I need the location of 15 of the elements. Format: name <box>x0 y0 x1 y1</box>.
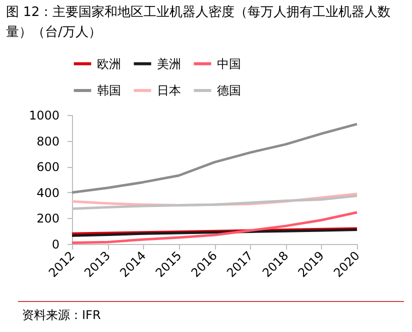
y-tick-label: 0 <box>52 238 60 252</box>
y-tick-label: 800 <box>36 134 60 148</box>
line-series <box>70 122 358 194</box>
y-tick-label: 600 <box>36 160 60 174</box>
legend-label: 欧洲 <box>97 56 121 71</box>
y-tick-label: 400 <box>36 186 60 200</box>
text: 资料来源：IFR <box>21 307 102 324</box>
legend-label: 德国 <box>217 84 241 98</box>
legend-label: 美洲 <box>157 56 181 71</box>
y-tick-label: 1000 <box>28 108 60 122</box>
y-tick-label: 200 <box>36 212 60 226</box>
legend-label: 韩国 <box>97 84 121 98</box>
legend-label: 日本 <box>157 84 181 98</box>
chart-title: 图 12：主要国家和地区工业机器人密度（每万人拥有工业机器人数量）（台/万人） <box>5 4 392 42</box>
legend-label: 中国 <box>217 56 241 71</box>
